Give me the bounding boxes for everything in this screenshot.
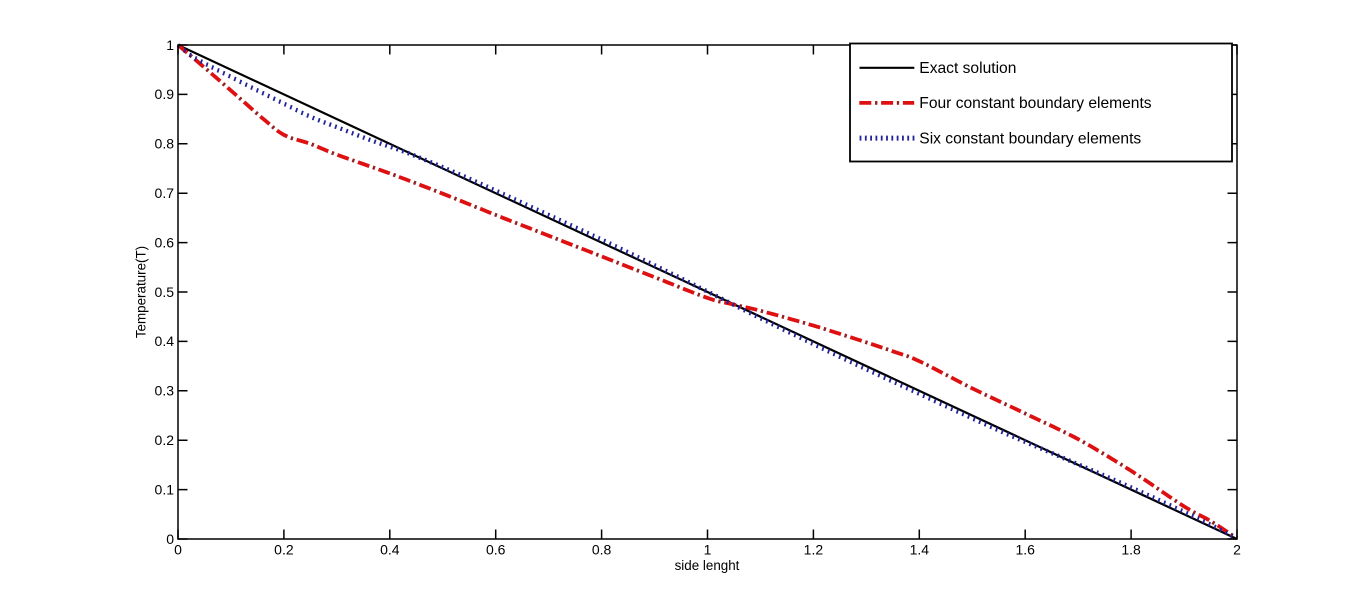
svg-text:0.2: 0.2 [155,432,175,448]
svg-text:Exact solution: Exact solution [919,60,1016,77]
svg-text:1.2: 1.2 [804,542,824,558]
svg-text:0: 0 [174,542,182,558]
svg-text:0.7: 0.7 [155,185,175,201]
svg-text:0.8: 0.8 [155,136,175,152]
svg-text:Six constant boundary elements: Six constant boundary elements [919,130,1141,147]
svg-text:0.6: 0.6 [486,542,506,558]
svg-text:1: 1 [704,542,712,558]
svg-text:0.3: 0.3 [155,383,175,399]
svg-text:0: 0 [166,531,174,547]
svg-text:0.2: 0.2 [274,542,294,558]
svg-text:0.9: 0.9 [155,86,175,102]
svg-text:1.6: 1.6 [1015,542,1035,558]
svg-text:2: 2 [1233,542,1241,558]
svg-text:1.4: 1.4 [910,542,930,558]
svg-text:Temperature(T): Temperature(T) [133,246,148,338]
svg-text:0.4: 0.4 [380,542,400,558]
svg-text:Four constant boundary element: Four constant boundary elements [919,95,1152,112]
svg-text:0.6: 0.6 [155,234,175,250]
svg-text:0.1: 0.1 [155,481,175,497]
svg-text:1.8: 1.8 [1121,542,1141,558]
svg-text:0.5: 0.5 [155,284,175,300]
svg-text:0.4: 0.4 [155,333,175,349]
svg-text:0.8: 0.8 [592,542,612,558]
svg-text:side lenght: side lenght [675,558,740,573]
svg-text:1: 1 [166,37,174,53]
